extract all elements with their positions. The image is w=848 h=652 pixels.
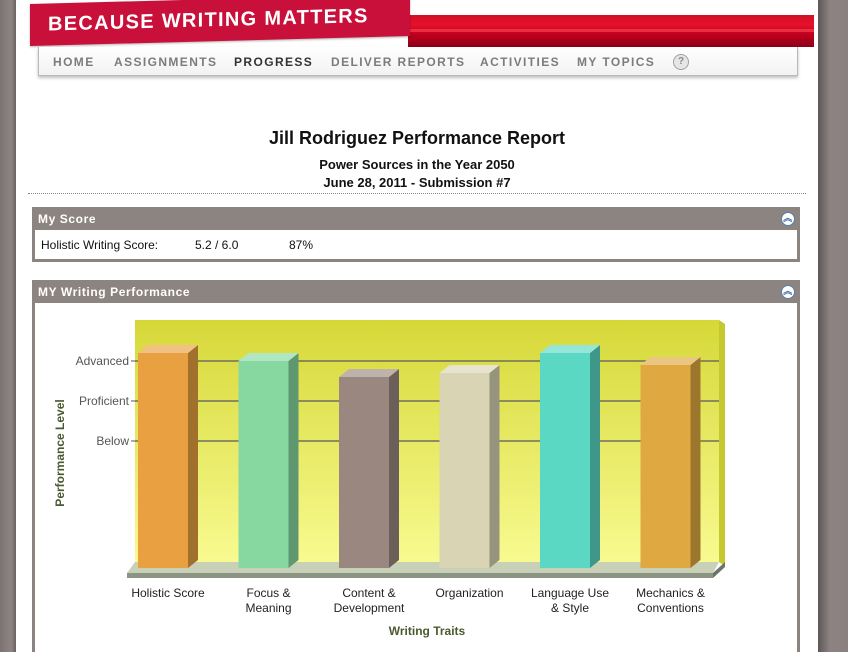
nav-deliver-reports[interactable]: DELIVER REPORTS xyxy=(331,55,466,69)
header-red-bar xyxy=(408,15,814,47)
bar-top xyxy=(640,357,701,365)
nav-progress[interactable]: PROGRESS xyxy=(234,55,314,69)
y-axis-title: Performance Level xyxy=(53,399,67,506)
x-tick-label: & Style xyxy=(551,601,589,615)
y-tick-label: Advanced xyxy=(76,354,129,368)
x-tick-label: Language Use xyxy=(531,586,609,600)
y-tick-label: Below xyxy=(96,434,129,448)
x-tick-label: Development xyxy=(334,601,405,615)
bar-top xyxy=(339,369,399,377)
page-frame: BECAUSE WRITING MATTERS HOME ASSIGNMENTS… xyxy=(16,0,818,652)
bar-side xyxy=(288,353,299,568)
nav-my-topics[interactable]: MY TOPICS xyxy=(577,55,656,69)
report-title: Jill Rodriguez Performance Report xyxy=(268,128,566,148)
brand-logo[interactable]: BECAUSE WRITING MATTERS xyxy=(30,0,410,46)
bar-top xyxy=(238,353,299,361)
x-axis-title: Writing Traits xyxy=(389,624,466,638)
bar-top xyxy=(439,365,500,373)
collapse-up-icon[interactable]: ︽ xyxy=(781,212,795,226)
x-tick-label: Holistic Score xyxy=(131,586,205,600)
my-score-title: My Score xyxy=(38,212,97,226)
nav-home[interactable]: HOME xyxy=(53,55,95,69)
left-rail xyxy=(0,0,16,652)
score-value: 5.2 / 6.0 xyxy=(195,238,239,252)
my-score-panel: My Score ︽ Holistic Writing Score: 5.2 /… xyxy=(32,207,800,262)
x-tick-label: Organization xyxy=(435,586,503,600)
bar xyxy=(339,377,389,568)
score-percent: 87% xyxy=(289,238,314,252)
nav-activities[interactable]: ACTIVITIES xyxy=(480,55,561,69)
writing-performance-panel: MY Writing Performance ︽ Advanced Profici… xyxy=(32,280,800,652)
bar xyxy=(138,353,188,568)
x-tick-label: Content & xyxy=(342,586,395,600)
chart-background-side xyxy=(719,320,725,566)
title-divider xyxy=(28,193,806,194)
bar-top xyxy=(540,345,600,353)
bar xyxy=(439,373,490,568)
x-tick-label: Mechanics & xyxy=(636,586,705,600)
help-icon[interactable]: ? xyxy=(673,54,689,70)
bar-side xyxy=(188,345,198,568)
report-date-line: June 28, 2011 - Submission #7 xyxy=(323,175,511,190)
score-row: Holistic Writing Score: 5.2 / 6.0 87% xyxy=(35,230,797,262)
writing-performance-chart: Advanced Proficient Below Holistic Score Fo… xyxy=(53,320,725,638)
bar-side xyxy=(389,369,399,568)
nav-assignments[interactable]: ASSIGNMENTS xyxy=(114,55,218,69)
bar xyxy=(640,365,691,568)
x-tick-label: Focus & xyxy=(246,586,290,600)
bar xyxy=(238,361,289,568)
chart-floor-front xyxy=(127,573,713,578)
writing-performance-header: MY Writing Performance ︽ xyxy=(35,283,797,303)
my-score-header: My Score ︽ xyxy=(35,210,797,230)
chart-floor xyxy=(127,562,719,573)
bar xyxy=(540,353,590,568)
bar-side xyxy=(590,345,600,568)
x-tick-label: Conventions xyxy=(637,601,704,615)
report-topic: Power Sources in the Year 2050 xyxy=(319,157,515,172)
right-rail xyxy=(818,0,848,652)
score-label: Holistic Writing Score: xyxy=(41,238,159,252)
y-tick-label: Proficient xyxy=(79,394,130,408)
bar-top xyxy=(138,345,198,353)
main-nav: HOME ASSIGNMENTS PROGRESS DELIVER REPORT… xyxy=(38,47,798,76)
collapse-up-icon[interactable]: ︽ xyxy=(781,285,795,299)
x-tick-label: Meaning xyxy=(245,601,291,615)
bar-side xyxy=(690,357,701,568)
chart-floor-side xyxy=(713,562,725,578)
bar-side xyxy=(489,365,500,568)
writing-performance-title: MY Writing Performance xyxy=(38,285,191,299)
